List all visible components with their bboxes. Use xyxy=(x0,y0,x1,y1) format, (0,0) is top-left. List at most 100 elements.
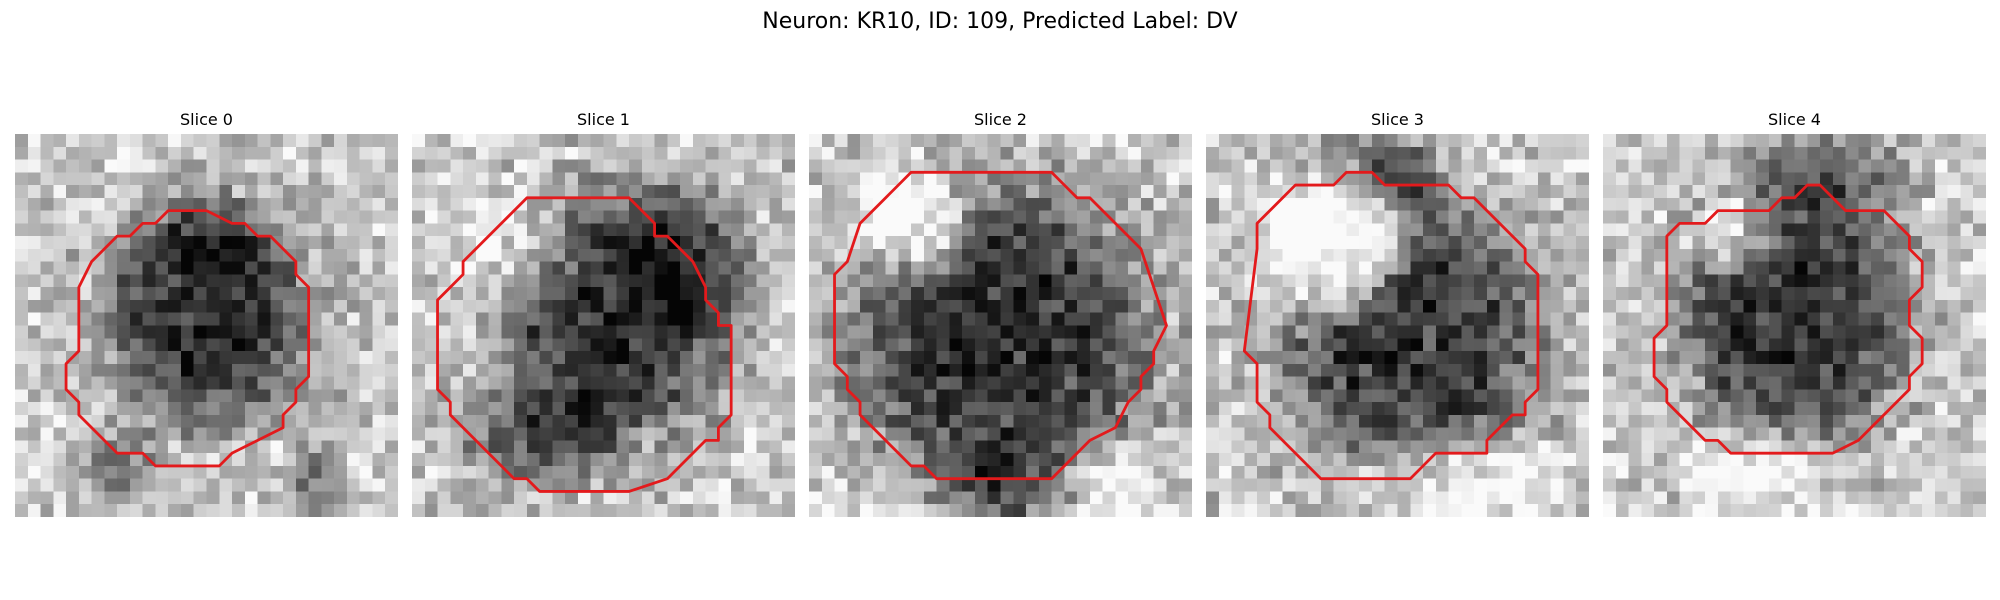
pixel xyxy=(1947,478,1961,492)
pixel xyxy=(565,159,579,173)
pixel xyxy=(1064,146,1078,160)
pixel xyxy=(1781,427,1795,441)
pixel xyxy=(1359,312,1373,326)
pixel xyxy=(1537,351,1551,365)
pixel xyxy=(1269,389,1283,403)
pixel xyxy=(117,146,131,160)
pixel xyxy=(1499,376,1513,390)
pixel xyxy=(78,223,92,237)
pixel xyxy=(1883,172,1897,186)
pixel xyxy=(1781,376,1795,390)
pixel xyxy=(923,338,937,352)
pixel xyxy=(1397,146,1411,160)
pixel xyxy=(590,465,604,479)
pixel xyxy=(270,146,284,160)
pixel xyxy=(962,299,976,313)
pixel xyxy=(372,146,386,160)
pixel xyxy=(1641,325,1655,339)
pixel xyxy=(1000,185,1014,199)
pixel xyxy=(872,261,886,275)
pixel xyxy=(1140,465,1154,479)
pixel xyxy=(1845,185,1859,199)
pixel xyxy=(1871,504,1885,517)
pixel xyxy=(577,402,591,416)
pixel xyxy=(936,159,950,173)
pixel xyxy=(809,172,823,186)
pixel xyxy=(1654,338,1668,352)
pixel xyxy=(1525,491,1539,505)
pixel xyxy=(577,197,591,211)
pixel xyxy=(654,261,668,275)
pixel xyxy=(27,453,41,467)
pixel xyxy=(1461,134,1475,148)
pixel xyxy=(769,261,783,275)
pixel xyxy=(1359,325,1373,339)
pixel xyxy=(334,312,348,326)
pixel xyxy=(1883,261,1897,275)
pixel xyxy=(412,402,426,416)
pixel xyxy=(809,414,823,428)
pixel xyxy=(1628,363,1642,377)
pixel xyxy=(295,134,309,148)
pixel xyxy=(1486,299,1500,313)
pixel xyxy=(526,325,540,339)
pixel xyxy=(847,427,861,441)
pixel xyxy=(412,312,426,326)
pixel xyxy=(295,236,309,250)
pixel xyxy=(834,159,848,173)
pixel xyxy=(257,185,271,199)
pixel xyxy=(1973,287,1986,301)
pixel xyxy=(949,351,963,365)
pixel xyxy=(847,185,861,199)
pixel xyxy=(1820,236,1834,250)
pixel xyxy=(1333,325,1347,339)
pixel xyxy=(1474,261,1488,275)
pixel xyxy=(1346,299,1360,313)
pixel xyxy=(91,376,105,390)
pixel xyxy=(1603,172,1617,186)
pixel xyxy=(834,351,848,365)
pixel xyxy=(692,478,706,492)
pixel xyxy=(219,197,233,211)
pixel xyxy=(117,210,131,224)
pixel xyxy=(1051,351,1065,365)
pixel xyxy=(1153,146,1167,160)
pixel xyxy=(898,159,912,173)
pixel xyxy=(1845,351,1859,365)
pixel xyxy=(1947,491,1961,505)
pixel xyxy=(860,376,874,390)
pixel xyxy=(1730,414,1744,428)
pixel xyxy=(334,134,348,148)
pixel xyxy=(1231,440,1245,454)
pixel xyxy=(270,351,284,365)
pixel xyxy=(1858,465,1872,479)
pixel xyxy=(117,504,131,517)
pixel xyxy=(1231,402,1245,416)
pixel xyxy=(1410,197,1424,211)
pixel xyxy=(129,146,143,160)
pixel xyxy=(1960,312,1974,326)
pixel xyxy=(1128,185,1142,199)
pixel xyxy=(1807,453,1821,467)
pixel xyxy=(1077,274,1091,288)
pixel xyxy=(872,185,886,199)
pixel xyxy=(91,210,105,224)
pixel xyxy=(117,134,131,148)
pixel xyxy=(1654,134,1668,148)
pixel xyxy=(1026,287,1040,301)
pixel xyxy=(193,159,207,173)
pixel xyxy=(463,440,477,454)
pixel xyxy=(809,402,823,416)
slice-pixels xyxy=(412,134,795,517)
pixel xyxy=(1807,248,1821,262)
pixel xyxy=(782,210,795,224)
pixel xyxy=(1525,146,1539,160)
pixel xyxy=(1384,159,1398,173)
pixel xyxy=(923,248,937,262)
pixel xyxy=(1115,312,1129,326)
pixel xyxy=(1641,146,1655,160)
pixel xyxy=(168,376,182,390)
pixel xyxy=(219,274,233,288)
pixel xyxy=(1128,274,1142,288)
pixel xyxy=(1371,185,1385,199)
